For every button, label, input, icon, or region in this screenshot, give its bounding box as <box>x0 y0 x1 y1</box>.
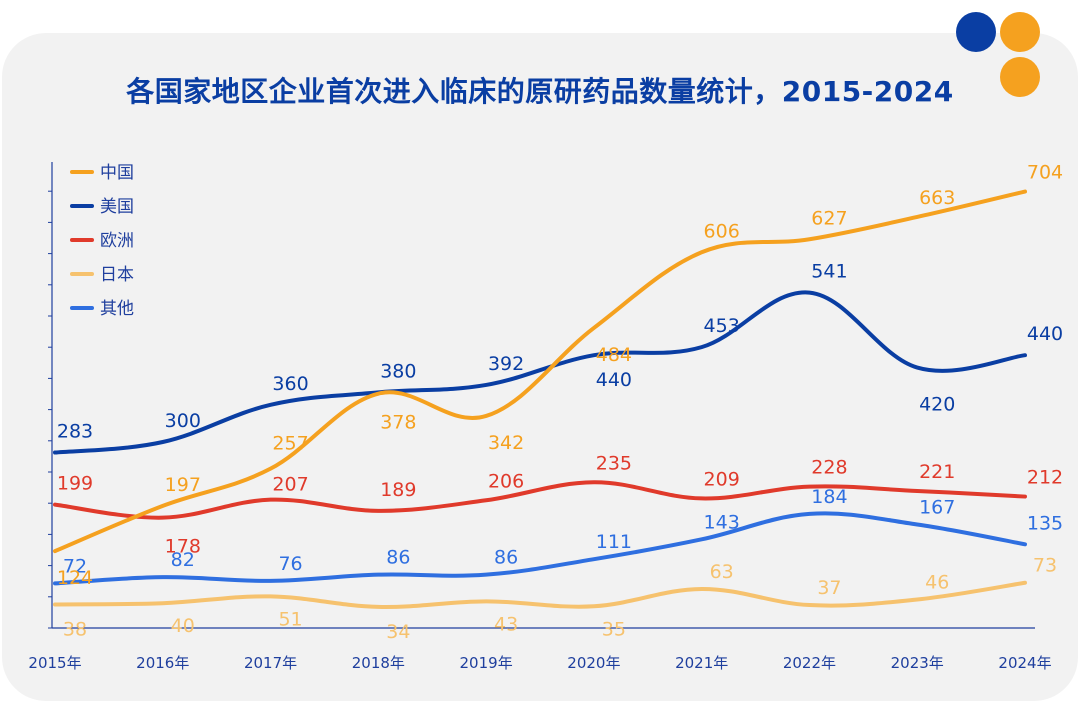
data-label-美国: 380 <box>380 360 416 382</box>
data-label-中国: 704 <box>1027 162 1063 184</box>
data-label-欧洲: 178 <box>165 536 201 558</box>
data-label-美国: 440 <box>596 369 632 391</box>
data-label-美国: 453 <box>704 315 740 337</box>
data-label-日本: 73 <box>1033 555 1057 577</box>
decor-dot-blue <box>956 12 996 52</box>
data-label-欧洲: 206 <box>488 470 524 492</box>
data-label-日本: 51 <box>278 608 302 630</box>
data-label-其他: 135 <box>1027 512 1063 534</box>
series-line-欧洲 <box>53 480 1027 520</box>
data-label-日本: 34 <box>386 621 410 643</box>
decor-dot-orange-2 <box>1000 57 1040 97</box>
legend-label: 中国 <box>100 163 134 183</box>
data-label-中国: 378 <box>380 412 416 434</box>
data-label-中国: 124 <box>57 567 93 589</box>
data-label-欧洲: 207 <box>272 474 308 496</box>
data-label-其他: 82 <box>171 549 195 571</box>
data-label-中国: 342 <box>488 432 524 454</box>
data-label-欧洲: 235 <box>596 452 632 474</box>
data-label-中国: 197 <box>165 474 201 496</box>
data-label-美国: 360 <box>272 373 308 395</box>
data-label-日本: 35 <box>602 618 626 640</box>
data-label-中国: 257 <box>272 433 308 455</box>
data-label-欧洲: 228 <box>811 457 847 479</box>
x-tick-label: 2015年 <box>28 654 81 672</box>
data-label-其他: 86 <box>386 547 410 569</box>
legend-label: 欧洲 <box>100 231 134 251</box>
data-label-美国: 300 <box>165 410 201 432</box>
data-label-其他: 72 <box>63 555 87 577</box>
data-label-欧洲: 221 <box>919 461 955 483</box>
x-tick-label: 2022年 <box>783 654 836 672</box>
data-label-其他: 76 <box>278 553 302 575</box>
data-label-其他: 167 <box>919 496 955 518</box>
data-label-日本: 38 <box>63 618 87 640</box>
x-tick-label: 2020年 <box>567 654 620 672</box>
legend-label: 美国 <box>100 197 134 217</box>
data-label-日本: 43 <box>494 613 518 635</box>
chart-card <box>2 33 1078 701</box>
data-label-中国: 606 <box>704 220 740 242</box>
x-tick-label: 2021年 <box>675 654 728 672</box>
data-label-其他: 111 <box>596 531 632 553</box>
x-tick-label: 2024年 <box>998 654 1051 672</box>
chart-title: 各国家地区企业首次进入临床的原研药品数量统计，2015-2024 <box>126 75 954 108</box>
x-tick-label: 2016年 <box>136 654 189 672</box>
data-label-日本: 63 <box>710 561 734 583</box>
series-line-其他 <box>53 511 1027 586</box>
data-label-其他: 184 <box>811 486 847 508</box>
data-label-欧洲: 199 <box>57 473 93 495</box>
x-tick-label: 2023年 <box>891 654 944 672</box>
series-line-日本 <box>53 580 1027 609</box>
legend-label: 日本 <box>100 265 134 285</box>
x-tick-label: 2018年 <box>352 654 405 672</box>
data-label-欧洲: 209 <box>704 468 740 490</box>
data-label-美国: 283 <box>57 421 93 443</box>
data-label-美国: 541 <box>811 261 847 283</box>
data-label-其他: 143 <box>704 511 740 533</box>
x-tick-label: 2019年 <box>460 654 513 672</box>
legend-label: 其他 <box>100 299 134 319</box>
data-label-其他: 86 <box>494 547 518 569</box>
decor-dot-orange-1 <box>1000 12 1040 52</box>
data-label-中国: 663 <box>919 187 955 209</box>
data-label-日本: 37 <box>817 577 841 599</box>
data-label-中国: 627 <box>811 207 847 229</box>
data-label-中国: 484 <box>596 344 632 366</box>
series-line-中国 <box>53 189 1027 554</box>
data-label-日本: 40 <box>171 615 195 637</box>
data-label-日本: 46 <box>925 571 949 593</box>
data-label-欧洲: 212 <box>1027 467 1063 489</box>
x-tick-label: 2017年 <box>244 654 297 672</box>
data-label-美国: 440 <box>1027 323 1063 345</box>
data-label-美国: 420 <box>919 394 955 416</box>
data-label-欧洲: 189 <box>380 479 416 501</box>
data-label-美国: 392 <box>488 353 524 375</box>
